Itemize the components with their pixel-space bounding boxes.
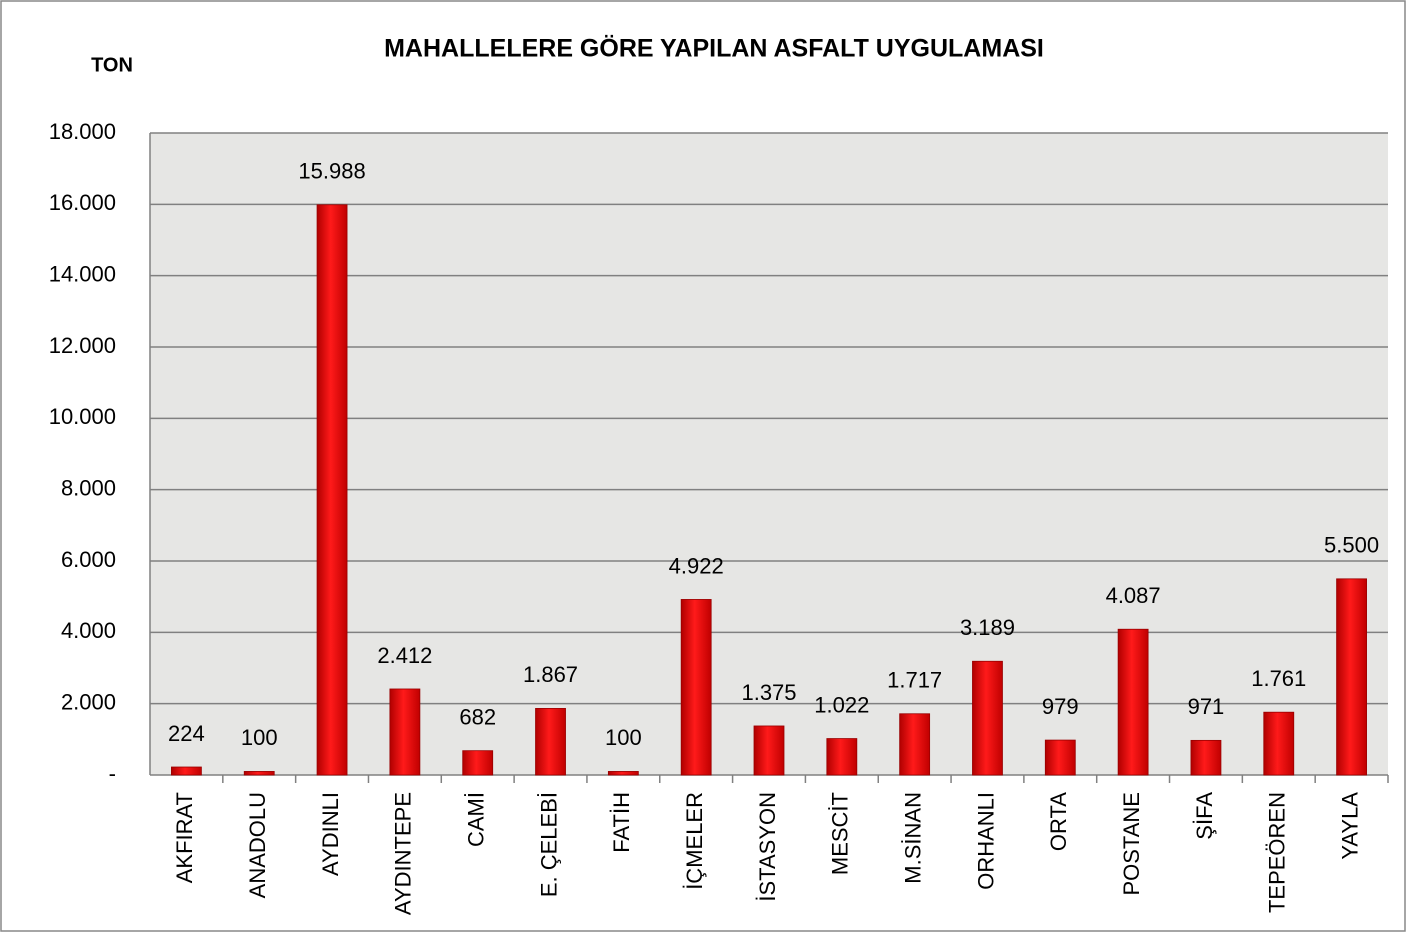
data-label: 2.412 — [377, 643, 432, 668]
data-label: 1.717 — [887, 668, 942, 693]
x-tick-label: ANADOLU — [245, 792, 270, 898]
x-tick-label: ORHANLI — [973, 792, 998, 890]
data-label: 979 — [1042, 694, 1079, 719]
chart-title: MAHALLELERE GÖRE YAPILAN ASFALT UYGULAMA… — [384, 34, 1044, 63]
bar — [899, 713, 931, 776]
data-label: 1.867 — [523, 662, 578, 687]
bar — [389, 688, 421, 776]
y-tick-label: 16.000 — [49, 190, 116, 215]
x-tick-label: MESCİT — [828, 792, 853, 875]
data-label: 224 — [168, 721, 205, 746]
x-tick-label: E. ÇELEBİ — [536, 792, 561, 897]
x-tick-label: AYDINLI — [318, 792, 343, 876]
data-label: 4.922 — [669, 553, 724, 578]
x-tick-label: POSTANE — [1119, 792, 1144, 896]
bar — [1190, 739, 1222, 776]
data-label: 3.189 — [960, 615, 1015, 640]
x-tick-label: M.SİNAN — [900, 792, 925, 884]
x-tick-label: ŞİFA — [1192, 792, 1217, 840]
bar — [972, 660, 1003, 776]
bar — [607, 771, 639, 776]
bar — [171, 766, 202, 776]
bar — [316, 204, 348, 776]
bar — [462, 750, 494, 776]
data-label: 1.375 — [741, 680, 796, 705]
data-label: 15.988 — [298, 159, 365, 184]
x-tick-label: İÇMELER — [682, 792, 707, 890]
x-tick-label: İSTASYON — [755, 792, 780, 902]
y-axis-label: TON — [91, 54, 133, 76]
x-tick-label: AYDINTEPE — [391, 792, 416, 915]
data-label: 971 — [1188, 694, 1225, 719]
bar — [680, 599, 712, 776]
x-tick-label: CAMİ — [464, 792, 489, 847]
y-tick-label: 8.000 — [61, 475, 116, 500]
x-tick-label: TEPEÖREN — [1265, 792, 1290, 913]
bar — [1117, 628, 1149, 776]
y-tick-label: 4.000 — [61, 618, 116, 643]
data-label: 4.087 — [1106, 583, 1161, 608]
bar — [1336, 578, 1367, 776]
bar — [535, 708, 566, 776]
data-label: 682 — [459, 704, 496, 729]
y-tick-label: 10.000 — [49, 404, 116, 429]
data-label: 100 — [241, 725, 278, 750]
plot-area — [150, 133, 1388, 775]
y-tick-label: 12.000 — [49, 333, 116, 358]
x-tick-label: AKFIRAT — [172, 792, 197, 883]
y-tick-label: 6.000 — [61, 547, 116, 572]
bar — [243, 771, 275, 776]
y-tick-label: - — [109, 761, 116, 786]
bar — [1263, 711, 1295, 776]
y-tick-label: 2.000 — [61, 689, 116, 714]
data-label: 100 — [605, 725, 642, 750]
y-tick-label: 18.000 — [49, 119, 116, 144]
x-tick-label: ORTA — [1046, 792, 1071, 851]
y-tick-label: 14.000 — [49, 261, 116, 286]
bar — [753, 725, 785, 776]
data-label: 1.761 — [1251, 666, 1306, 691]
bar — [1044, 739, 1076, 776]
data-label: 5.500 — [1324, 533, 1379, 558]
x-tick-label: FATİH — [609, 792, 634, 853]
data-label: 1.022 — [814, 692, 869, 717]
x-tick-label: YAYLA — [1337, 792, 1362, 860]
bar — [826, 738, 858, 776]
